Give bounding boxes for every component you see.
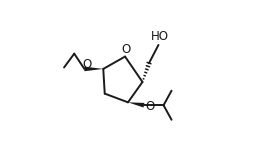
Polygon shape [84,67,103,71]
Text: O: O [82,58,92,71]
Text: HO: HO [151,30,169,44]
Polygon shape [128,102,144,107]
Text: O: O [146,100,155,113]
Text: O: O [121,43,130,56]
